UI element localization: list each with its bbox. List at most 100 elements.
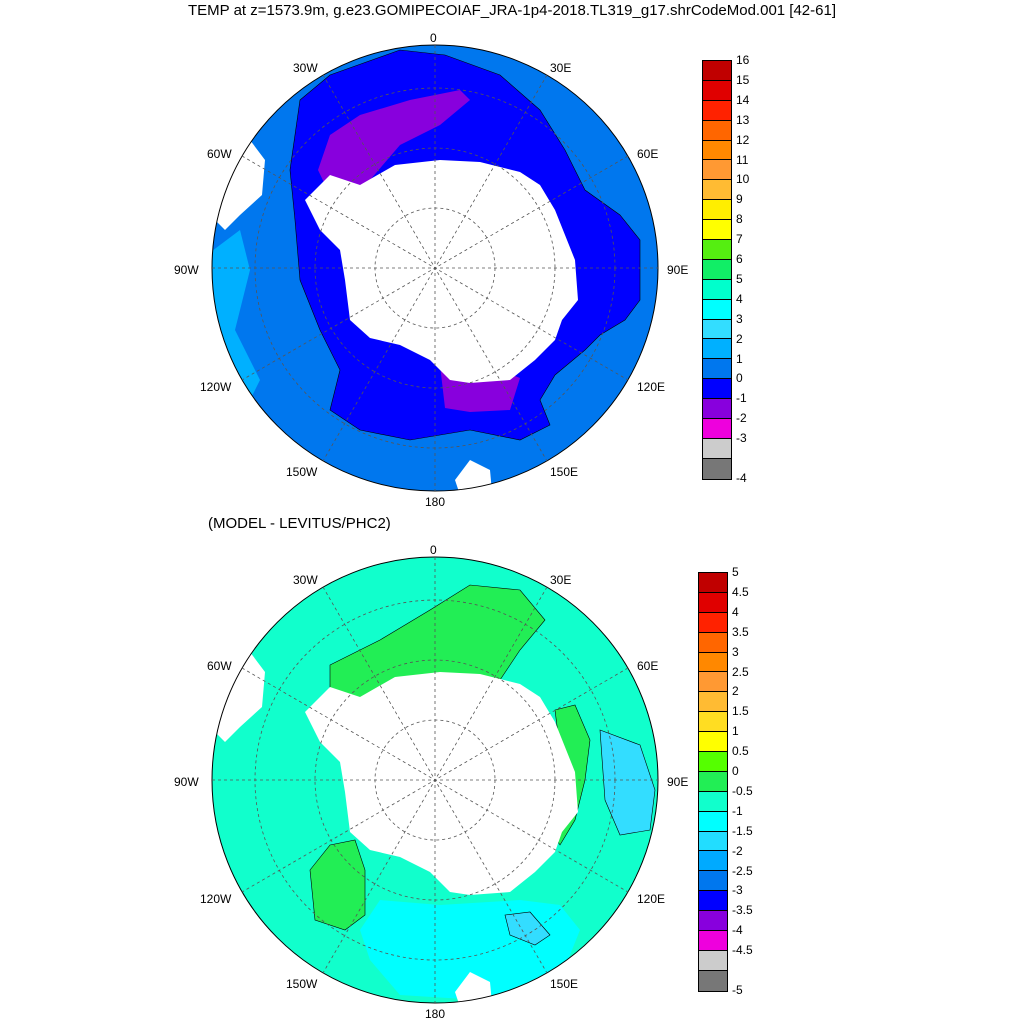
plot-title: TEMP at z=1573.9m, g.e23.GOMIPECOIAF_JRA… <box>188 2 836 19</box>
colorbar-label: 14 <box>736 92 750 107</box>
colorbar-label: 2 <box>736 331 743 346</box>
colorbar-label: -3 <box>732 883 743 898</box>
colorbar-cell <box>703 200 731 221</box>
colorbar-cell <box>703 140 731 161</box>
colorbar-cell <box>699 970 727 991</box>
colorbar-label: 13 <box>736 112 750 127</box>
colorbar-label: 4 <box>736 291 743 306</box>
top-lon-label-90w: 90W <box>174 263 199 277</box>
colorbar-cell <box>703 359 731 380</box>
colorbar-label: -1.5 <box>732 823 753 838</box>
colorbar-cell <box>699 652 727 673</box>
colorbar-cell <box>699 771 727 792</box>
top-lon-label-30w: 30W <box>293 61 318 75</box>
top-lon-label-150w: 150W <box>286 465 318 479</box>
colorbar-cell <box>703 458 731 479</box>
colorbar-cell <box>703 240 731 260</box>
colorbar-cell <box>699 851 727 872</box>
bottom-lon-label-30w: 30W <box>293 573 318 587</box>
colorbar-label: -2.5 <box>732 863 753 878</box>
colorbar-cell <box>703 399 731 420</box>
colorbar-cell <box>699 811 727 832</box>
top-lon-label-60w: 60W <box>207 147 232 161</box>
colorbar-cell <box>703 61 731 81</box>
colorbar-cell <box>699 871 727 892</box>
colorbar-label: 5 <box>732 565 739 579</box>
colorbar-label: -2 <box>736 411 747 426</box>
colorbar-label: 5 <box>736 271 743 286</box>
colorbar-label: -3 <box>736 431 747 446</box>
colorbar-label: 8 <box>736 212 743 227</box>
bottom-lon-label-90e: 90E <box>667 775 689 789</box>
colorbar-label: 1 <box>732 724 739 739</box>
colorbar-label: 3.5 <box>732 624 749 639</box>
colorbar-label: 0.5 <box>732 744 749 759</box>
colorbar-label: -3.5 <box>732 903 753 918</box>
top-colorbar <box>702 60 732 480</box>
colorbar-label: 9 <box>736 192 743 207</box>
top-cold-region-weddell <box>318 90 470 205</box>
top-graticule <box>212 45 658 491</box>
colorbar-cell <box>699 712 727 733</box>
colorbar-cell <box>703 259 731 280</box>
colorbar-label: 3 <box>732 644 739 659</box>
top-lon-label-180: 180 <box>425 495 446 509</box>
colorbar-cell <box>703 299 731 320</box>
colorbar-label: 10 <box>736 172 750 187</box>
bottom-lon-label-120w: 120W <box>200 892 232 906</box>
colorbar-cell <box>703 180 731 201</box>
colorbar-cell <box>699 752 727 772</box>
bottom-positive-region-pacific <box>309 839 366 931</box>
bottom-colorbar <box>698 572 728 992</box>
colorbar-cell <box>703 120 731 141</box>
colorbar-label: 6 <box>736 252 743 267</box>
colorbar-label: 0 <box>736 371 743 386</box>
colorbar-label: 2 <box>732 684 739 699</box>
colorbar-label: 16 <box>736 53 750 67</box>
colorbar-cell <box>703 220 731 241</box>
colorbar-cell <box>699 672 727 693</box>
colorbar-cell <box>703 100 731 121</box>
colorbar-cell <box>699 692 727 713</box>
colorbar-label: -4 <box>736 471 747 485</box>
colorbar-cell <box>699 791 727 812</box>
colorbar-label: 15 <box>736 72 750 87</box>
top-lon-label-120e: 120E <box>637 380 666 394</box>
colorbar-cell <box>703 438 731 459</box>
colorbar-cell <box>703 419 731 439</box>
colorbar-cell <box>703 279 731 300</box>
colorbar-label: 1 <box>736 351 743 366</box>
colorbar-cell <box>703 379 731 400</box>
difference-subtitle: (MODEL - LEVITUS/PHC2) <box>208 515 391 532</box>
bottom-lon-label-180: 180 <box>425 1007 446 1021</box>
colorbar-label: -1 <box>736 391 747 406</box>
bottom-lon-label-30e: 30E <box>550 573 572 587</box>
colorbar-label: 7 <box>736 232 743 247</box>
colorbar-label: 4.5 <box>732 584 749 599</box>
colorbar-label: 0 <box>732 764 739 779</box>
bottom-lon-label-150w: 150W <box>286 977 318 991</box>
top-lon-label-120w: 120W <box>200 380 232 394</box>
bottom-lon-label-150e: 150E <box>550 977 579 991</box>
top-lon-label-30e: 30E <box>550 61 572 75</box>
colorbar-cell <box>703 80 731 101</box>
bottom-lon-label-0: 0 <box>430 543 437 557</box>
colorbar-cell <box>703 160 731 181</box>
colorbar-cell <box>699 612 727 633</box>
colorbar-label: -1 <box>732 803 743 818</box>
top-lon-label-60e: 60E <box>637 147 659 161</box>
top-lon-label-0: 0 <box>430 31 437 45</box>
colorbar-cell <box>699 632 727 653</box>
bottom-lon-label-120e: 120E <box>637 892 666 906</box>
colorbar-cell <box>699 592 727 613</box>
colorbar-cell <box>703 339 731 360</box>
colorbar-label: -2 <box>732 843 743 858</box>
colorbar-label: 2.5 <box>732 664 749 679</box>
colorbar-cell <box>699 891 727 912</box>
colorbar-label: -4 <box>732 923 743 938</box>
colorbar-cell <box>699 931 727 951</box>
colorbar-cell <box>699 831 727 852</box>
colorbar-cell <box>699 950 727 971</box>
bottom-lon-label-60e: 60E <box>637 659 659 673</box>
top-lon-label-90e: 90E <box>667 263 689 277</box>
